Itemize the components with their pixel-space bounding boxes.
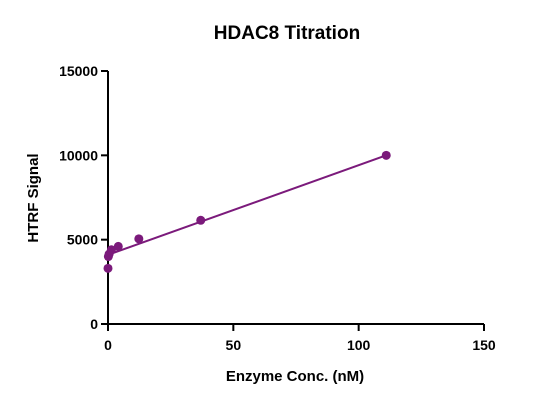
y-axis-title: HTRF Signal <box>25 153 42 242</box>
y-tick-label: 10000 <box>59 147 98 163</box>
data-point <box>106 245 116 255</box>
data-point <box>196 215 206 225</box>
fit-lines <box>107 154 387 256</box>
y-tick-label: 0 <box>90 316 98 332</box>
x-tick-label: 100 <box>347 337 371 353</box>
y-tick-label: 15000 <box>59 63 98 79</box>
data-point <box>381 150 391 160</box>
y-tick-label: 5000 <box>67 232 98 248</box>
x-tick-label: 150 <box>472 337 496 353</box>
x-axis-title: Enzyme Conc. (nM) <box>226 368 364 385</box>
data-point <box>113 241 123 251</box>
data-points <box>103 150 391 273</box>
x-tick-label: 50 <box>226 337 242 353</box>
chart-title: HDAC8 Titration <box>214 23 360 44</box>
data-point <box>134 234 144 244</box>
axes: 0 5000 10000 15000 0 50 100 150 <box>59 63 496 353</box>
fit-line <box>107 154 387 256</box>
x-tick-label: 0 <box>104 337 112 353</box>
data-point <box>103 263 113 273</box>
